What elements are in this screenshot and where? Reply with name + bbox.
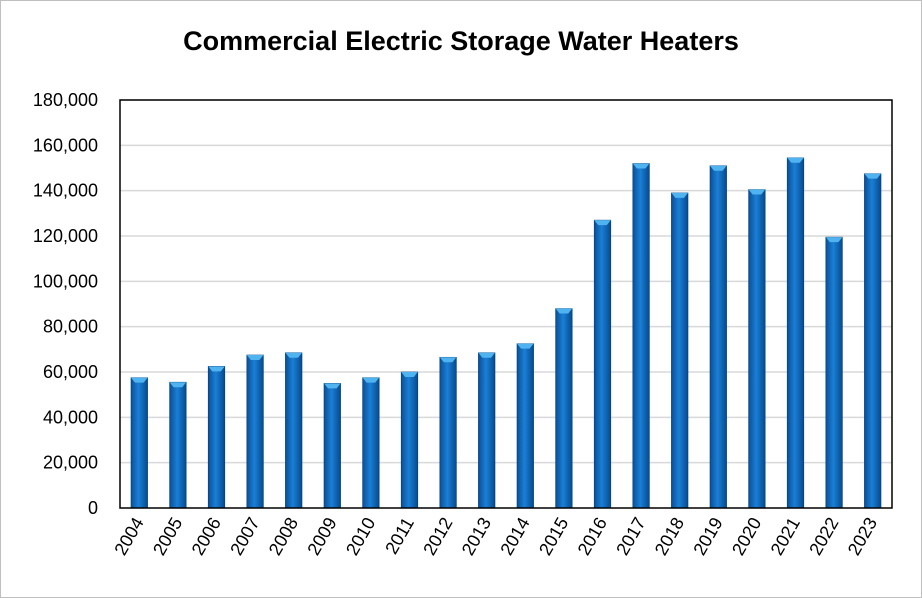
bar-2020: [748, 189, 766, 509]
bar-2016: [593, 219, 612, 509]
gridlines: [120, 99, 892, 464]
bar: [825, 236, 843, 509]
bar: [555, 308, 573, 509]
bar-2012: [439, 356, 457, 509]
x-tick-label: 2009: [303, 514, 340, 559]
y-tick-label: 160,000: [33, 135, 98, 155]
bar-cap: [825, 237, 843, 243]
bar: [748, 189, 766, 509]
bar-2022: [825, 236, 843, 509]
y-tick-label: 180,000: [33, 90, 98, 110]
bar-2005: [169, 381, 187, 509]
x-tick-label: 2004: [110, 514, 147, 559]
bar-2013: [478, 352, 496, 509]
x-tick-label: 2018: [651, 514, 688, 559]
bar-cap: [208, 366, 225, 372]
bar-cap: [594, 220, 611, 226]
x-tick-label: 2007: [226, 514, 263, 559]
bar-cap: [671, 192, 688, 198]
bar-cap: [748, 189, 766, 195]
bar: [246, 354, 264, 509]
bar: [362, 377, 380, 509]
bar: [400, 371, 419, 509]
x-tick-label: 2013: [458, 514, 495, 559]
bar-cap: [478, 352, 495, 358]
y-tick-label: 60,000: [43, 362, 98, 382]
bar: [130, 377, 148, 509]
x-tick-label: 2006: [188, 514, 225, 559]
bar: [593, 219, 612, 509]
bar-cap: [285, 352, 302, 358]
bar-2011: [400, 371, 419, 509]
x-tick-label: 2020: [728, 514, 765, 559]
plot-area-border: [119, 99, 893, 509]
bar-2008: [285, 352, 303, 509]
x-tick-label: 2012: [419, 514, 456, 559]
bar-cap: [169, 382, 187, 388]
bar-2009: [323, 383, 341, 509]
x-axis-ticks: 2004 2005 2006 2007 2008 2009 2010 2011 2012 2013…: [110, 514, 881, 559]
x-tick-label: 2016: [574, 514, 611, 559]
x-tick-label: 2021: [767, 514, 804, 559]
bar: [671, 192, 689, 509]
bar-2023: [864, 173, 882, 509]
x-tick-label: 2023: [844, 514, 881, 559]
y-tick-label: 120,000: [33, 226, 98, 246]
bar: [285, 352, 303, 509]
x-tick-label: 2005: [149, 514, 186, 559]
x-tick-label: 2008: [265, 514, 302, 559]
y-tick-label: 140,000: [33, 181, 98, 201]
bar: [864, 173, 882, 509]
bar-cap: [362, 377, 380, 383]
bar-cap: [787, 157, 804, 163]
bar: [516, 343, 534, 509]
bar-cap: [131, 377, 148, 383]
y-tick-label: 0: [88, 498, 98, 518]
bar: [786, 157, 805, 509]
bar-2004: [130, 377, 148, 509]
x-tick-label: 2011: [381, 514, 418, 558]
bar-2010: [362, 377, 380, 509]
bar-2007: [246, 354, 264, 509]
bar-cap: [246, 355, 264, 360]
x-tick-label: 2017: [612, 514, 649, 559]
bar-cap: [324, 383, 341, 389]
y-tick-label: 80,000: [43, 317, 98, 337]
y-tick-label: 40,000: [43, 407, 98, 427]
bar-2006: [207, 366, 226, 509]
bar: [169, 381, 187, 509]
bar-2021: [786, 157, 805, 509]
bar-2019: [709, 165, 727, 509]
bar-cap: [517, 343, 534, 349]
bar-cap: [401, 372, 418, 377]
bar: [478, 352, 496, 509]
bar: [632, 163, 650, 509]
bar-2014: [516, 343, 534, 509]
bar: [709, 165, 727, 509]
bar: [439, 356, 457, 509]
x-tick-label: 2019: [689, 514, 726, 559]
bar-2015: [555, 308, 573, 509]
x-tick-label: 2010: [342, 514, 379, 559]
y-tick-label: 100,000: [33, 271, 98, 291]
bar-2017: [632, 163, 650, 509]
bar-cap: [439, 357, 457, 363]
bars: [130, 157, 882, 509]
bar-cap: [632, 163, 650, 169]
bar: [207, 366, 226, 509]
bar-2018: [671, 192, 689, 509]
x-tick-label: 2014: [496, 514, 533, 559]
chart-title: Commercial Electric Storage Water Heater…: [183, 26, 739, 56]
y-tick-label: 20,000: [43, 453, 98, 473]
y-axis-ticks: 0 20,000 40,000 60,000 80,000 100,000 120,000 1…: [33, 90, 98, 518]
x-tick-label: 2015: [535, 514, 572, 559]
bar: [323, 383, 341, 509]
x-tick-label: 2022: [805, 514, 842, 559]
bar-cap: [555, 308, 573, 314]
bar-cap: [710, 165, 727, 171]
bar-cap: [864, 173, 881, 179]
